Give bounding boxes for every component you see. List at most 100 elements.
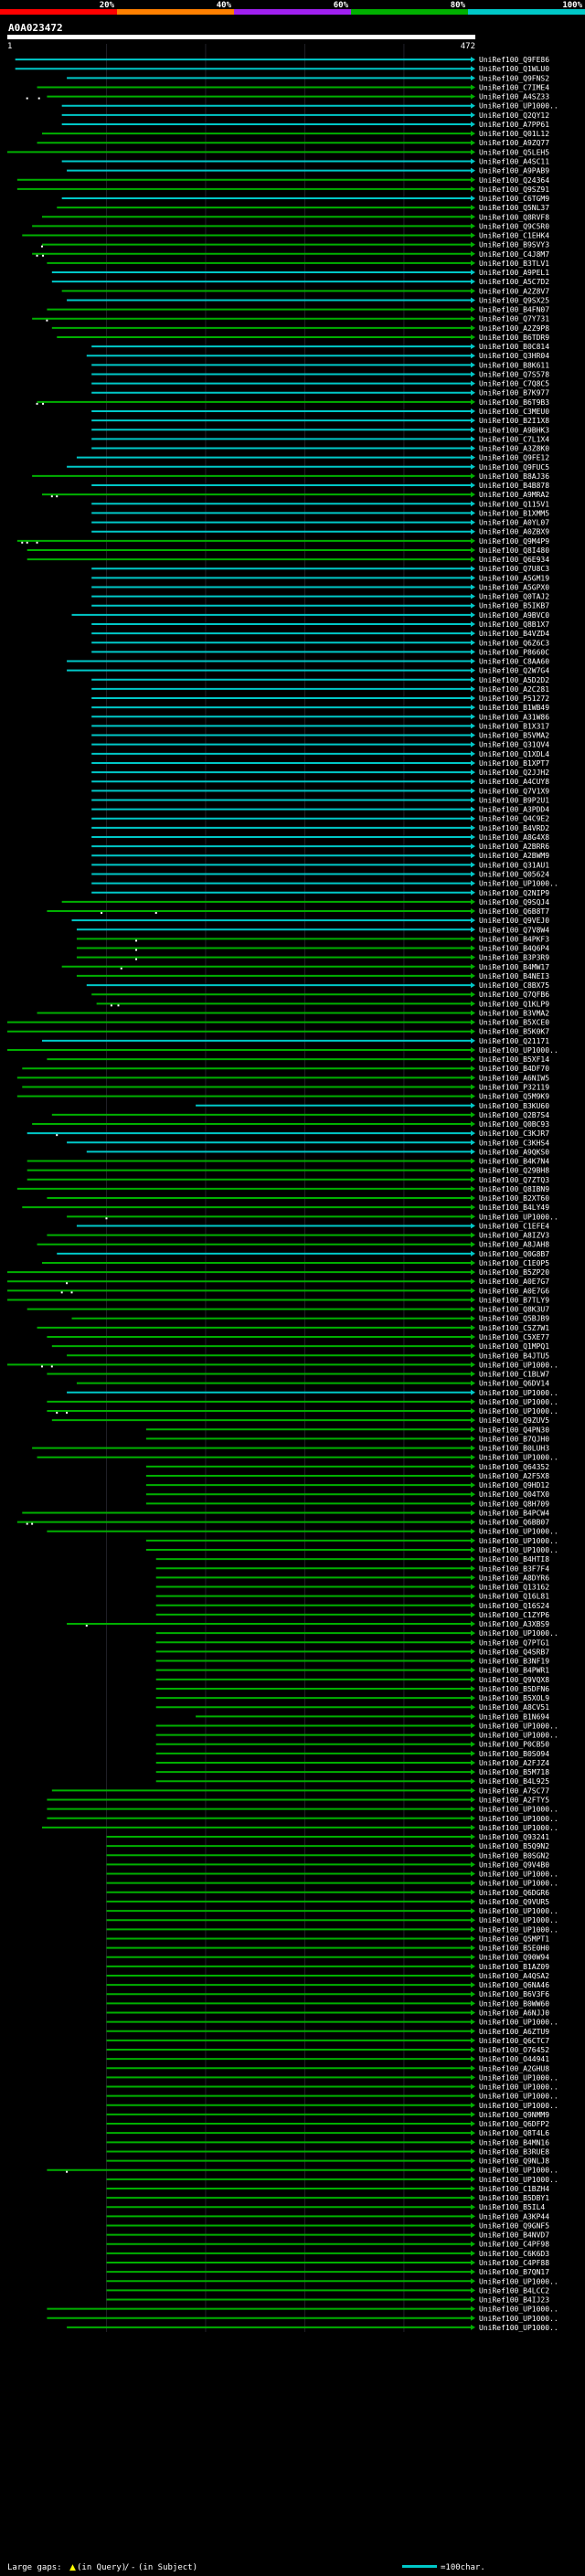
hit-label[interactable]: UniRef100_Q5BJB9 [479,1315,549,1323]
hit-label[interactable]: UniRef100_Q29BH8 [479,1167,549,1175]
hit-label[interactable]: UniRef100_A9QKS0 [479,1148,549,1156]
hit-label[interactable]: UniRef100_Q01L12 [479,130,549,138]
hit-label[interactable]: UniRef100_B4VZD4 [479,630,549,638]
hit-label[interactable]: UniRef100_UP1000.. [479,880,558,888]
hit-label[interactable]: UniRef100_A3XBS9 [479,1620,549,1628]
hit-label[interactable]: UniRef100_B8AJ36 [479,472,549,481]
hit-label[interactable]: UniRef100_UP1000.. [479,1046,558,1055]
hit-label[interactable]: UniRef100_Q2QY12 [479,111,549,120]
hit-label[interactable]: UniRef100_UP1000.. [479,1389,558,1397]
hit-label[interactable]: UniRef100_UP1000.. [479,1880,558,1888]
hit-label[interactable]: UniRef100_UP1000.. [479,1454,558,1462]
hit-label[interactable]: UniRef100_Q7QFB6 [479,991,549,999]
hit-label[interactable]: UniRef100_B0LUH3 [479,1445,549,1453]
hit-label[interactable]: UniRef100_Q0G8B7 [479,1250,549,1258]
hit-label[interactable]: UniRef100_Q31QV4 [479,741,549,749]
hit-label[interactable]: UniRef100_C3MEU0 [479,408,549,416]
hit-label[interactable]: UniRef100_B3VMA2 [479,1009,549,1017]
hit-label[interactable]: UniRef100_B5XF14 [479,1055,549,1064]
hit-label[interactable]: UniRef100_A9BHK3 [479,426,549,434]
hit-label[interactable]: UniRef100_Q9SQJ4 [479,898,549,906]
hit-label[interactable]: UniRef100_A8IZV3 [479,1232,549,1240]
hit-label[interactable]: UniRef100_Q6DFP2 [479,2120,549,2128]
hit-label[interactable]: UniRef100_B3F7F4 [479,1564,549,1573]
hit-label[interactable]: UniRef100_Q4C9E2 [479,815,549,823]
hit-label[interactable]: UniRef100_UP1000.. [479,2315,558,2323]
hit-label[interactable]: UniRef100_UP1000.. [479,1398,558,1406]
hit-label[interactable]: UniRef100_B6V3F6 [479,1990,549,1998]
hit-label[interactable]: UniRef100_P8660C [479,648,549,656]
hit-label[interactable]: UniRef100_B5ZP20 [479,1268,549,1277]
hit-label[interactable]: UniRef100_C5XE77 [479,1333,549,1341]
hit-label[interactable]: UniRef100_C6K6D3 [479,2250,549,2258]
hit-label[interactable]: UniRef100_Q7V8W4 [479,926,549,934]
hit-label[interactable]: UniRef100_Q8B1X7 [479,620,549,629]
hit-label[interactable]: UniRef100_B1N694 [479,1712,549,1721]
hit-label[interactable]: UniRef100_UP1000.. [479,2167,558,2175]
hit-label[interactable]: UniRef100_B4Q6P4 [479,945,549,953]
hit-label[interactable]: UniRef100_B5M718 [479,1768,549,1776]
hit-label[interactable]: UniRef100_Q8H709 [479,1500,549,1508]
hit-label[interactable]: UniRef100_A4SZ33 [479,93,549,101]
hit-label[interactable]: UniRef100_Q9VQX8 [479,1676,549,1684]
hit-label[interactable]: UniRef100_Q6DGR6 [479,1889,549,1897]
hit-label[interactable]: UniRef100_A7SC77 [479,1786,549,1795]
hit-label[interactable]: UniRef100_B4LCC2 [479,2286,549,2295]
hit-label[interactable]: UniRef100_UP1000.. [479,2083,558,2092]
hit-label[interactable]: UniRef100_UP1000.. [479,1824,558,1832]
hit-label[interactable]: UniRef100_UP1000.. [479,1732,558,1740]
hit-label[interactable]: UniRef100_B4DF70 [479,1065,549,1073]
hit-label[interactable]: UniRef100_Q9ZUV5 [479,1416,549,1425]
hit-label[interactable]: UniRef100_Q0BC93 [479,1120,549,1129]
hit-label[interactable]: UniRef100_B0WW60 [479,1999,549,2008]
hit-label[interactable]: UniRef100_Q6BB07 [479,1519,549,1527]
hit-label[interactable]: UniRef100_P0CB50 [479,1741,549,1749]
hit-label[interactable]: UniRef100_B9P2U1 [479,796,549,804]
hit-label[interactable]: UniRef100_UP1000.. [479,2093,558,2101]
hit-label[interactable]: UniRef100_Q9FE86 [479,56,549,64]
hit-label[interactable]: UniRef100_B0SGN2 [479,1851,549,1860]
hit-label[interactable]: UniRef100_B8K611 [479,361,549,369]
hit-label[interactable]: UniRef100_C1BZH4 [479,2185,549,2193]
hit-label[interactable]: UniRef100_C8BX75 [479,981,549,990]
hit-label[interactable]: UniRef100_Q7U8C3 [479,565,549,573]
hit-label[interactable]: UniRef100_Q3HR04 [479,352,549,360]
hit-label[interactable]: UniRef100_C7Q8C5 [479,380,549,388]
hit-label[interactable]: UniRef100_B4K7N4 [479,1158,549,1166]
hit-label[interactable]: UniRef100_B4L925 [479,1777,549,1786]
hit-label[interactable]: UniRef100_A9MRA2 [479,491,549,499]
hit-label[interactable]: UniRef100_B4PWR1 [479,1667,549,1675]
hit-label[interactable]: UniRef100_Q6Z6C3 [479,639,549,647]
hit-label[interactable]: UniRef100_A6ZTU9 [479,2028,549,2036]
hit-label[interactable]: UniRef100_B4JTU5 [479,1352,549,1360]
hit-label[interactable]: UniRef100_A9ZQ77 [479,139,549,147]
hit-label[interactable]: UniRef100_Q2W7G4 [479,667,549,675]
hit-label[interactable]: UniRef100_Q6E934 [479,556,549,564]
hit-label[interactable]: UniRef100_A5D2D2 [479,676,549,684]
hit-label[interactable]: UniRef100_C5Z7W1 [479,1324,549,1332]
hit-label[interactable]: UniRef100_B1X317 [479,722,549,730]
hit-label[interactable]: UniRef100_B4NEI3 [479,972,549,981]
hit-label[interactable]: UniRef100_A3PDD4 [479,806,549,814]
hit-label[interactable]: UniRef100_A9PEL1 [479,269,549,277]
hit-label[interactable]: UniRef100_B4VRD2 [479,824,549,832]
hit-label[interactable]: UniRef100_B1XMM5 [479,509,549,517]
hit-label[interactable]: UniRef100_Q2JJH2 [479,769,549,777]
hit-label[interactable]: UniRef100_C3KHS4 [479,1139,549,1147]
hit-label[interactable]: UniRef100_B5K0K7 [479,1028,549,1036]
hit-label[interactable]: UniRef100_UP1000.. [479,2073,558,2082]
hit-label[interactable]: UniRef100_UP1000.. [479,1537,558,1545]
hit-label[interactable]: UniRef100_A0ZBX9 [479,528,549,536]
hit-label[interactable]: UniRef100_Q8T4L6 [479,2129,549,2137]
hit-label[interactable]: UniRef100_Q9NMM9 [479,2111,549,2119]
hit-label[interactable]: UniRef100_Q7S578 [479,370,549,378]
hit-label[interactable]: UniRef100_B5DBY1 [479,2194,549,2202]
hit-label[interactable]: UniRef100_UP1000.. [479,1407,558,1415]
hit-label[interactable]: UniRef100_B4LY49 [479,1203,549,1212]
hit-label[interactable]: UniRef100_Q9VUR5 [479,1898,549,1906]
hit-label[interactable]: UniRef100_B6T9B3 [479,398,549,407]
hit-label[interactable]: UniRef100_O76452 [479,2046,549,2054]
hit-label[interactable]: UniRef100_Q9FNS2 [479,74,549,82]
hit-label[interactable]: UniRef100_B9SVY3 [479,241,549,249]
hit-label[interactable]: UniRef100_UP1000.. [479,1815,558,1823]
